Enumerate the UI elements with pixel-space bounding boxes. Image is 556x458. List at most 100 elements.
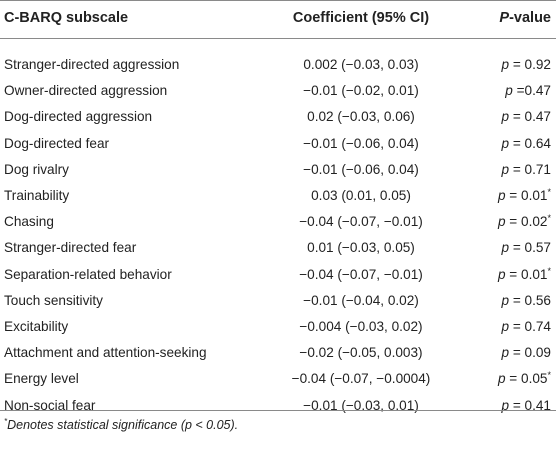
table-row: Non-social fear −0.01 (−0.03, 0.01) p = 0.… xyxy=(0,393,556,419)
table-row: Energy level −0.04 (−0.07, −0.0004) p = 0.… xyxy=(0,366,556,392)
p-symbol: p xyxy=(497,214,506,230)
significance-mark: * xyxy=(547,213,551,224)
p-symbol: p xyxy=(501,109,510,125)
p-number: = 0.09 xyxy=(509,345,551,361)
cell-p-value: p = 0.01* xyxy=(497,265,551,282)
p-symbol: p xyxy=(501,345,510,361)
cell-p-value: p = 0.47 xyxy=(501,109,551,124)
p-number: = 0.01 xyxy=(505,188,548,203)
table-top-rule xyxy=(0,0,556,1)
cell-subscale: Non-social fear xyxy=(4,397,96,413)
p-number: = 0.64 xyxy=(509,135,551,151)
footnote-mark: * xyxy=(4,417,8,426)
p-symbol: p xyxy=(497,266,506,282)
cell-subscale: Dog rivalry xyxy=(4,161,69,177)
cell-coefficient: 0.03 (0.01, 0.05) xyxy=(311,188,411,203)
table-row: Separation-related behavior −0.04 (−0.07,… xyxy=(0,262,556,288)
cell-p-value: p = 0.41 xyxy=(501,398,551,413)
p-number: =0.47 xyxy=(512,83,551,99)
cell-p-value: p = 0.56 xyxy=(501,293,551,308)
cell-p-value: p = 0.05* xyxy=(497,370,551,387)
table-row: Owner-directed aggression −0.01 (−0.02, 0… xyxy=(0,78,556,104)
table-header-row: C-BARQ subscale Coefficient (95% CI) P-v… xyxy=(0,0,556,38)
table-header-rule xyxy=(0,38,556,39)
cell-coefficient: −0.01 (−0.04, 0.02) xyxy=(303,292,419,308)
p-number: = 0.01 xyxy=(505,266,548,282)
table-row: Excitability −0.004 (−0.03, 0.02) p = 0.74 xyxy=(0,314,556,340)
table-row: Stranger-directed fear 0.01 (−0.03, 0.05)… xyxy=(0,235,556,261)
p-number: = 0.74 xyxy=(509,319,551,334)
cell-coefficient: 0.01 (−0.03, 0.05) xyxy=(307,240,415,256)
cell-subscale: Chasing xyxy=(4,214,54,230)
table-row: Chasing −0.04 (−0.07, −0.01) p = 0.02* xyxy=(0,209,556,235)
header-p-rest: -value xyxy=(509,10,551,26)
cell-subscale: Energy level xyxy=(4,371,79,387)
cell-subscale: Dog-directed fear xyxy=(4,135,110,151)
cell-subscale: Stranger-directed fear xyxy=(4,240,137,256)
cell-coefficient: 0.02 (−0.03, 0.06) xyxy=(307,109,415,125)
cell-coefficient: −0.01 (−0.06, 0.04) xyxy=(303,161,419,177)
p-number: = 0.71 xyxy=(509,161,551,177)
p-number: = 0.05 xyxy=(505,371,548,387)
cell-subscale: Touch sensitivity xyxy=(4,292,103,308)
cell-coefficient: −0.01 (−0.06, 0.04) xyxy=(303,135,419,151)
p-symbol: p xyxy=(505,83,513,99)
p-number: = 0.47 xyxy=(509,109,551,125)
cell-coefficient: 0.002 (−0.03, 0.03) xyxy=(303,57,419,72)
p-symbol: p xyxy=(497,371,506,387)
table-row: Attachment and attention-seeking −0.02 (−… xyxy=(0,340,556,366)
cell-coefficient: −0.02 (−0.05, 0.003) xyxy=(299,345,423,361)
cell-coefficient: −0.04 (−0.07, −0.01) xyxy=(299,266,423,282)
cell-coefficient: −0.04 (−0.07, −0.01) xyxy=(299,214,423,230)
cell-subscale: Owner-directed aggression xyxy=(4,83,168,99)
cell-subscale: Trainability xyxy=(4,188,70,203)
cell-p-value: p = 0.01* xyxy=(497,187,551,204)
cell-subscale: Stranger-directed aggression xyxy=(4,57,180,72)
cell-coefficient: −0.01 (−0.03, 0.01) xyxy=(303,397,419,413)
p-symbol: p xyxy=(497,188,506,203)
cell-subscale: Separation-related behavior xyxy=(4,266,172,282)
p-number: = 0.41 xyxy=(509,397,551,413)
p-symbol: p xyxy=(501,161,510,177)
cell-p-value: p = 0.02* xyxy=(497,213,551,230)
cell-p-value: p = 0.64 xyxy=(501,136,551,151)
p-symbol: p xyxy=(501,240,510,256)
table-row: Dog-directed aggression 0.02 (−0.03, 0.06… xyxy=(0,104,556,130)
table-bottom-rule xyxy=(0,410,556,411)
p-symbol: p xyxy=(501,319,510,334)
p-number: = 0.92 xyxy=(509,57,551,72)
significance-mark: * xyxy=(547,265,551,276)
table-row: Dog rivalry −0.01 (−0.06, 0.04) p = 0.71 xyxy=(0,157,556,183)
cell-p-value: p = 0.57 xyxy=(501,240,551,255)
cell-p-value: p =0.47 xyxy=(505,83,551,98)
p-symbol: p xyxy=(501,57,510,72)
table-footnote: *Denotes statistical significance (p < 0… xyxy=(4,417,239,433)
cell-coefficient: −0.004 (−0.03, 0.02) xyxy=(299,319,423,334)
footnote-text: Denotes statistical significance (p < 0.… xyxy=(7,418,239,432)
p-number: = 0.57 xyxy=(509,240,551,256)
cell-subscale: Dog-directed aggression xyxy=(4,109,153,125)
cell-p-value: p = 0.74 xyxy=(501,319,551,334)
table-row: Trainability 0.03 (0.01, 0.05) p = 0.01* xyxy=(0,183,556,209)
header-subscale: C-BARQ subscale xyxy=(4,10,129,26)
cell-subscale: Excitability xyxy=(4,319,69,334)
cell-coefficient: −0.01 (−0.02, 0.01) xyxy=(303,83,419,99)
header-p-value: P-value xyxy=(499,10,551,26)
p-symbol: p xyxy=(501,397,510,413)
p-symbol: p xyxy=(501,135,510,151)
p-symbol: p xyxy=(501,292,510,308)
table-row: Dog-directed fear −0.01 (−0.06, 0.04) p = … xyxy=(0,131,556,157)
significance-mark: * xyxy=(547,187,551,197)
significance-mark: * xyxy=(547,370,551,381)
header-coefficient: Coefficient (95% CI) xyxy=(292,10,430,26)
p-number: = 0.56 xyxy=(509,292,551,308)
cell-p-value: p = 0.09 xyxy=(501,345,551,360)
cell-subscale: Attachment and attention-seeking xyxy=(4,345,207,361)
p-number: = 0.02 xyxy=(505,214,548,230)
table-row: Touch sensitivity −0.01 (−0.04, 0.02) p = … xyxy=(0,288,556,314)
table-row: Stranger-directed aggression 0.002 (−0.03… xyxy=(0,52,556,78)
header-p-italic: P xyxy=(499,10,510,26)
cell-p-value: p = 0.92 xyxy=(501,57,551,72)
cell-p-value: p = 0.71 xyxy=(501,162,551,177)
cell-coefficient: −0.04 (−0.07, −0.0004) xyxy=(291,371,431,387)
